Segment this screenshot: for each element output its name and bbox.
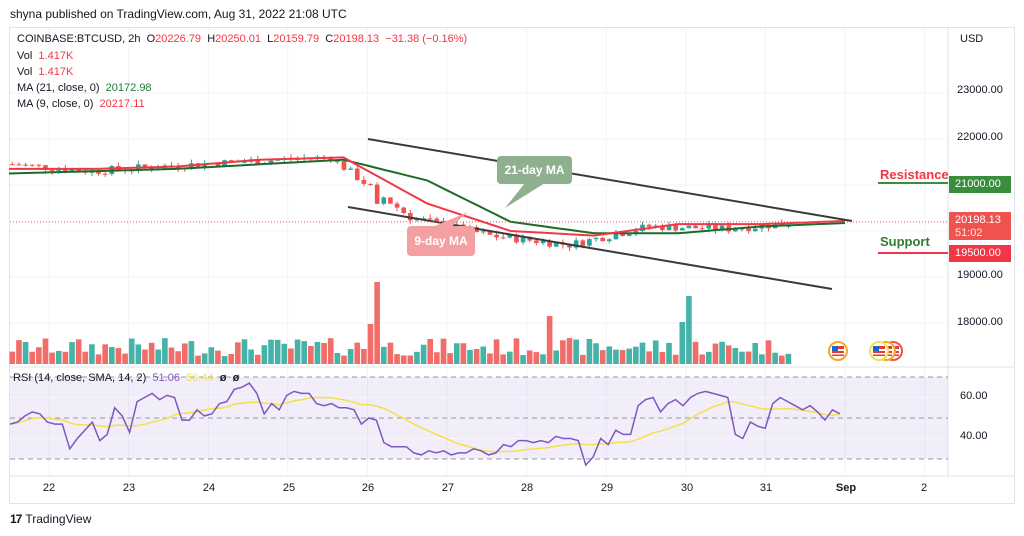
- time-label: 26: [361, 482, 375, 494]
- resistance-label: Resistance: [880, 167, 949, 182]
- time-label: 22: [42, 482, 56, 494]
- time-label: 24: [202, 482, 216, 494]
- rsi-na-value: ø: [219, 372, 227, 384]
- volume-legend-1[interactable]: Vol 1.417K: [17, 50, 73, 62]
- price-tick: 22000.00: [957, 131, 1003, 143]
- symbol-label[interactable]: COINBASE:BTCUSD, 2h: [17, 33, 141, 45]
- currency-label: USD: [960, 33, 984, 45]
- chart-frame: [9, 27, 1015, 504]
- ma9-value: 20217.11: [99, 98, 145, 110]
- time-label: 23: [122, 482, 136, 494]
- tradingview-logo-icon: 17: [10, 512, 22, 526]
- time-label: 27: [441, 482, 455, 494]
- tradingview-brand: TradingView: [25, 512, 92, 526]
- current-price-tag: 20198.13 51:02: [949, 212, 1011, 240]
- rsi-tick: 40.00: [960, 430, 988, 442]
- time-label: 31: [759, 482, 773, 494]
- time-label: Sep: [835, 482, 857, 494]
- current-price: 20198.13: [955, 214, 1001, 226]
- ma9-callout[interactable]: 9-day MA: [407, 226, 475, 256]
- open-label: O: [146, 33, 156, 45]
- ma9-label: MA (9, close, 0): [17, 98, 94, 110]
- ma21-value: 20172.98: [105, 82, 152, 94]
- rsi-tick: 60.00: [960, 390, 988, 402]
- low-value: 20159.79: [273, 33, 320, 45]
- volume-label: Vol: [17, 50, 33, 62]
- volume-legend-2[interactable]: Vol 1.417K: [17, 66, 73, 78]
- rsi-label: RSI (14, close, SMA, 14, 2): [13, 372, 147, 384]
- volume-label: Vol: [17, 66, 33, 78]
- volume-value: 1.417K: [38, 66, 74, 78]
- support-price-tag: 19500.00: [949, 245, 1011, 262]
- rsi-legend[interactable]: RSI (14, close, SMA, 14, 2) 51.06 50.44 …: [13, 372, 239, 384]
- ma21-legend[interactable]: MA (21, close, 0) 20172.98: [17, 82, 152, 94]
- ma21-callout[interactable]: 21-day MA: [497, 156, 572, 184]
- rsi-sma-value: 50.44: [186, 372, 214, 384]
- price-tick: 19000.00: [957, 269, 1003, 281]
- resistance-price-tag: 21000.00: [949, 176, 1011, 193]
- time-label: 28: [520, 482, 534, 494]
- time-label: 25: [282, 482, 296, 494]
- change-value: −31.38 (−0.16%): [385, 33, 468, 45]
- price-tick: 18000.00: [957, 316, 1003, 328]
- open-value: 20226.79: [155, 33, 202, 45]
- price-tick: 23000.00: [957, 84, 1003, 96]
- rsi-value: 51.06: [152, 372, 180, 384]
- support-label: Support: [880, 234, 930, 249]
- high-label: H: [207, 33, 216, 45]
- time-label: 30: [680, 482, 694, 494]
- volume-value: 1.417K: [38, 50, 74, 62]
- tradingview-logo[interactable]: 17 TradingView: [10, 512, 91, 526]
- published-by-line: shyna published on TradingView.com, Aug …: [10, 7, 347, 21]
- rsi-na-value: ø: [232, 372, 240, 384]
- close-value: 20198.13: [333, 33, 380, 45]
- high-value: 20250.01: [215, 33, 262, 45]
- time-label: 29: [600, 482, 614, 494]
- time-label: 2: [920, 482, 928, 494]
- ma9-legend[interactable]: MA (9, close, 0) 20217.11: [17, 98, 145, 110]
- ma21-label: MA (21, close, 0): [17, 82, 100, 94]
- low-label: L: [267, 33, 274, 45]
- bar-countdown: 51:02: [955, 227, 983, 239]
- close-label: C: [325, 33, 334, 45]
- ohlc-legend: COINBASE:BTCUSD, 2h O20226.79 H20250.01 …: [17, 33, 467, 45]
